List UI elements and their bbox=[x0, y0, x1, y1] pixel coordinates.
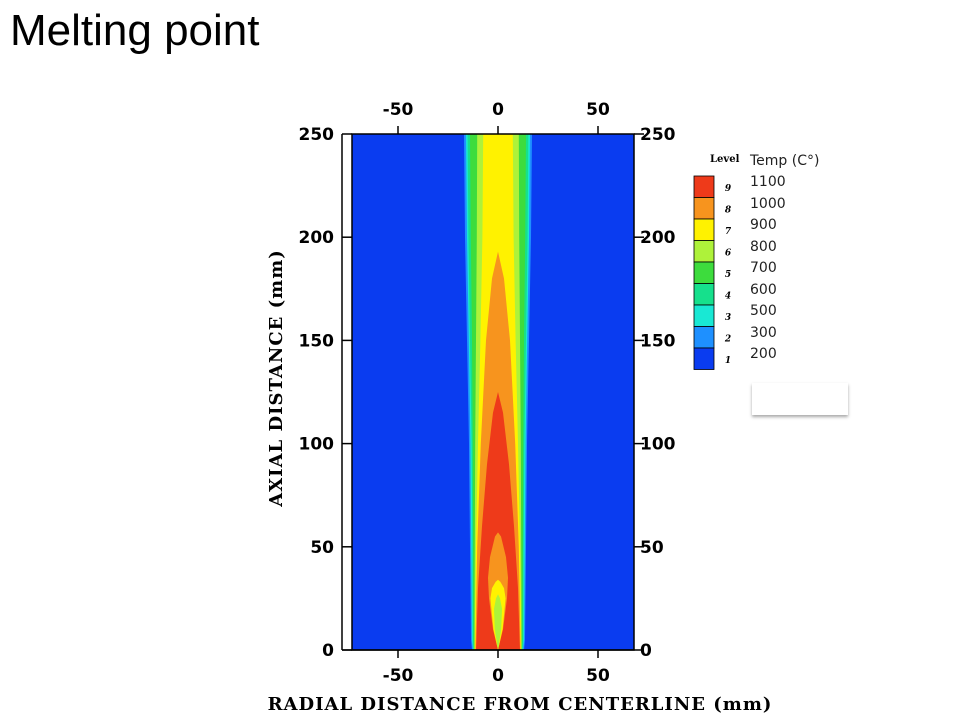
legend-header: Level bbox=[710, 154, 740, 165]
legend-level-9: 9 bbox=[725, 184, 732, 194]
x-tick-label-bottom-50: 50 bbox=[586, 666, 610, 686]
legend-temp-5: 700 bbox=[750, 260, 777, 276]
legend-swatch-7 bbox=[693, 218, 715, 241]
blank-text-box bbox=[752, 383, 848, 415]
y-tick-label-left-150: 150 bbox=[299, 331, 335, 351]
legend-swatch-1 bbox=[693, 347, 715, 370]
y-tick-label-right-150: 150 bbox=[640, 331, 676, 351]
y-axis-title: AXIAL DISTANCE (mm) bbox=[266, 249, 287, 508]
x-tick-label-bottom--50: -50 bbox=[383, 666, 414, 686]
y-tick-label-left-200: 200 bbox=[299, 228, 335, 248]
legend-swatch-2 bbox=[693, 326, 715, 349]
legend-level-6: 6 bbox=[725, 249, 732, 259]
plume-contours bbox=[464, 134, 532, 650]
legend-level-5: 5 bbox=[725, 270, 731, 280]
legend-temp-9: 1100 bbox=[750, 174, 786, 190]
legend-temp-2: 300 bbox=[750, 324, 777, 341]
y-tick-label-left-0: 0 bbox=[322, 641, 334, 661]
x-axis-title: RADIAL DISTANCE FROM CENTERLINE (mm) bbox=[268, 694, 773, 715]
legend-temperature-list: Temp (C°) 1100 1000 900 800 700 600 500 … bbox=[750, 150, 850, 366]
legend-temp-4: 600 bbox=[750, 281, 777, 298]
legend-swatch-9 bbox=[693, 175, 715, 198]
legend-temp-3: 500 bbox=[750, 303, 777, 319]
legend-level-7: 7 bbox=[725, 227, 732, 237]
legend-swatch-4 bbox=[693, 283, 715, 306]
y-tick-label-right-200: 200 bbox=[640, 228, 676, 248]
core-contour-level-6-fill bbox=[494, 594, 502, 650]
contour-level-9-fill bbox=[476, 392, 520, 650]
legend-swatch-3 bbox=[693, 304, 715, 327]
legend-temp-8: 1000 bbox=[750, 195, 786, 212]
y-tick-label-right-250: 250 bbox=[640, 125, 676, 145]
x-tick-label-top--50: -50 bbox=[383, 100, 414, 120]
legend-level-8: 8 bbox=[725, 206, 732, 216]
y-tick-label-left-250: 250 bbox=[299, 125, 335, 145]
y-tick-label-left-100: 100 bbox=[299, 435, 335, 455]
legend-level-4: 4 bbox=[725, 292, 731, 302]
y-tick-label-left-50: 50 bbox=[310, 538, 334, 558]
legend-temp-6: 800 bbox=[750, 238, 777, 255]
legend-level-2: 2 bbox=[724, 335, 731, 345]
legend-level-3: 3 bbox=[725, 313, 731, 323]
x-tick-label-top-50: 50 bbox=[586, 100, 610, 120]
x-tick-label-top-0: 0 bbox=[492, 100, 504, 120]
y-tick-label-right-50: 50 bbox=[640, 538, 664, 558]
legend-level-1: 1 bbox=[725, 356, 731, 366]
y-tick-label-right-0: 0 bbox=[640, 641, 652, 661]
legend-temp-1: 200 bbox=[750, 346, 777, 362]
slide-title: Melting point bbox=[10, 6, 260, 55]
legend-temp-7: 900 bbox=[750, 217, 777, 233]
legend-title: Temp (C°) bbox=[750, 153, 820, 169]
legend-swatch-8 bbox=[693, 197, 715, 220]
legend-swatch-5 bbox=[693, 261, 715, 284]
x-tick-label-bottom-0: 0 bbox=[492, 666, 504, 686]
y-tick-label-right-100: 100 bbox=[640, 435, 676, 455]
legend-swatch-6 bbox=[693, 240, 715, 263]
